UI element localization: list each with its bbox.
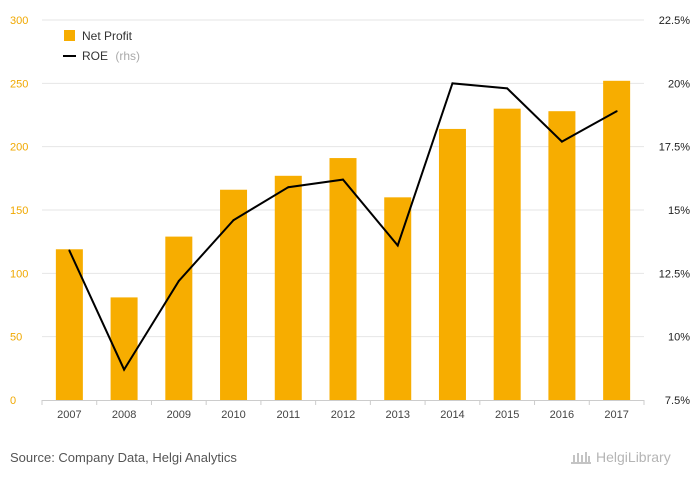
legend-line-suffix: (rhs) (115, 49, 140, 63)
net-profit-bar (220, 189, 248, 400)
roe-point (560, 140, 563, 143)
y-left-tick-label: 250 (10, 78, 28, 90)
roe-point (68, 249, 71, 252)
x-tick-label: 2010 (221, 409, 245, 421)
legend-line-name: ROE (82, 49, 108, 63)
chart: 0 50 100 150 200 250 300 7.5% 10% 12.5% 15% 17.5% 20… (10, 15, 690, 421)
net-profit-bar (55, 249, 83, 400)
x-tick-label: 2013 (385, 409, 409, 421)
legend: Net Profit ROE (rhs) (63, 29, 140, 63)
x-tick-label: 2007 (57, 409, 81, 421)
net-profit-bar (165, 236, 193, 400)
source-note: Source: Company Data, Helgi Analytics (10, 450, 237, 465)
y-left-tick-label: 100 (10, 268, 28, 280)
y-left-tick-label: 50 (10, 332, 22, 344)
net-profit-bar (548, 111, 576, 400)
y-right-tick-label: 22.5% (659, 15, 690, 27)
y-right-tick-label: 12.5% (659, 268, 690, 280)
x-tick-label: 2015 (495, 409, 519, 421)
roe-point (396, 244, 399, 247)
roe-point (342, 178, 344, 181)
library-building-icon (571, 452, 591, 464)
x-tick-label: 2016 (550, 409, 574, 421)
roe-point (177, 279, 180, 282)
y-left-tick-label: 300 (10, 15, 28, 27)
y-right-tick-label: 20% (668, 78, 690, 90)
axes: 0 50 100 150 200 250 300 7.5% 10% 12.5% 15% 17.5% 20… (10, 15, 690, 421)
roe-point (506, 87, 509, 90)
roe-point (615, 110, 618, 113)
net-profit-bar (384, 197, 412, 400)
net-profit-bar (274, 175, 302, 400)
line-series (68, 82, 618, 372)
y-left-tick-label: 200 (10, 142, 28, 154)
x-tick-label: 2011 (276, 409, 300, 421)
roe-point (287, 186, 290, 189)
net-profit-bar (493, 108, 521, 401)
net-profit-bar (438, 128, 466, 400)
roe-point (232, 219, 235, 222)
y-right-tick-label: 7.5% (665, 395, 690, 407)
y-right-tick-label: 15% (668, 205, 690, 217)
logo-text: HelgiLibrary (596, 449, 671, 465)
x-tick-label: 2012 (331, 409, 355, 421)
roe-point (123, 368, 126, 371)
x-tick-label: 2017 (604, 409, 628, 421)
x-tick-label: 2014 (440, 409, 464, 421)
legend-bar-label: Net Profit (82, 29, 133, 43)
helgi-logo: HelgiLibrary (570, 449, 671, 465)
roe-point (451, 82, 454, 85)
bar-series (55, 80, 631, 401)
y-right-tick-label: 17.5% (659, 142, 690, 154)
legend-bar-swatch (64, 30, 75, 41)
y-right-tick-label: 10% (668, 332, 690, 344)
y-left-tick-label: 0 (10, 395, 16, 407)
y-left-tick-label: 150 (10, 205, 28, 217)
net-profit-bar (603, 80, 631, 401)
x-tick-label: 2009 (167, 409, 191, 421)
net-profit-bar (329, 158, 357, 400)
legend-line-label: ROE (rhs) (82, 49, 140, 63)
x-tick-label: 2008 (112, 409, 136, 421)
